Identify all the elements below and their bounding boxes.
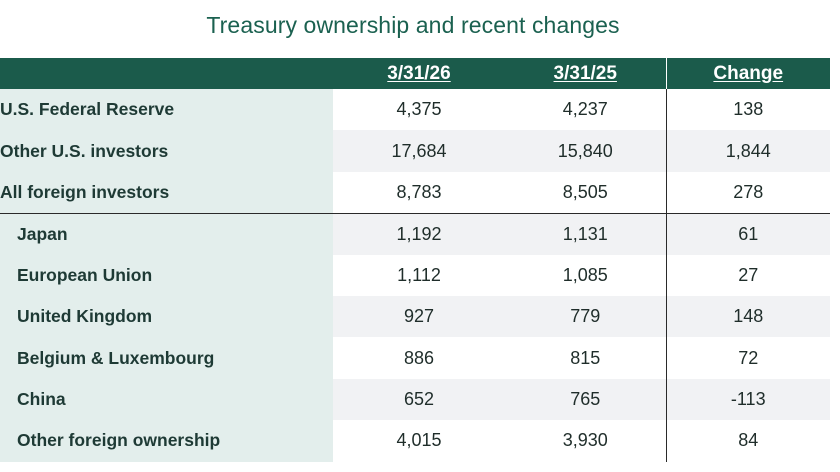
row-label: U.S. Federal Reserve [0, 89, 333, 131]
header-label-column [0, 58, 333, 89]
table-row: United Kingdom 927 779 148 [0, 295, 830, 338]
table-row: Japan 1,192 1,131 61 [0, 212, 830, 255]
value-3-31-26: 652 [333, 378, 505, 421]
row-label: United Kingdom [0, 295, 333, 338]
row-label: China [0, 378, 333, 421]
header-change: Change [665, 58, 830, 89]
value-change: 1,844 [665, 130, 830, 172]
value-3-31-26: 4,375 [333, 89, 505, 131]
table-row: Other U.S. investors 17,684 15,840 1,844 [0, 130, 830, 172]
header-3-31-25: 3/31/25 [553, 62, 617, 84]
table-row: European Union 1,112 1,085 27 [0, 254, 830, 296]
value-3-31-25: 1,131 [505, 212, 666, 255]
value-3-31-26: 17,684 [333, 130, 505, 172]
row-label: All foreign investors [0, 171, 333, 214]
value-change: 84 [665, 420, 830, 462]
value-3-31-26: 927 [333, 295, 505, 338]
value-3-31-25: 1,085 [505, 254, 666, 296]
row-label: Other foreign ownership [0, 420, 333, 462]
value-change: 27 [665, 254, 830, 296]
table-header-row: 3/31/26 3/31/25 Change [0, 58, 830, 89]
value-3-31-25: 779 [505, 295, 666, 338]
value-3-31-25: 8,505 [505, 171, 666, 214]
value-3-31-25: 815 [505, 337, 666, 379]
value-change: -113 [665, 378, 830, 421]
value-3-31-25: 15,840 [505, 130, 666, 172]
value-change: 138 [665, 89, 830, 131]
value-3-31-26: 8,783 [333, 171, 505, 214]
value-3-31-26: 4,015 [333, 420, 505, 462]
value-change: 148 [665, 295, 830, 338]
header-3-31-26: 3/31/26 [387, 62, 451, 84]
row-label: Other U.S. investors [0, 130, 333, 172]
value-change: 61 [665, 212, 830, 255]
row-label: European Union [0, 254, 333, 296]
table-row: China 652 765 -113 [0, 378, 830, 421]
table-row: Other foreign ownership 4,015 3,930 84 [0, 420, 830, 462]
row-label: Belgium & Luxembourg [0, 337, 333, 379]
row-label: Japan [0, 212, 333, 255]
value-3-31-25: 4,237 [505, 89, 666, 131]
table-row: All foreign investors 8,783 8,505 278 [0, 171, 830, 214]
value-3-31-25: 3,930 [505, 420, 666, 462]
value-change: 72 [665, 337, 830, 379]
value-3-31-26: 886 [333, 337, 505, 379]
value-3-31-26: 1,112 [333, 254, 505, 296]
treasury-ownership-table: 3/31/26 3/31/25 Change U.S. Federal Rese… [0, 58, 830, 462]
value-change: 278 [665, 171, 830, 214]
table-title: Treasury ownership and recent changes [206, 12, 620, 38]
value-3-31-26: 1,192 [333, 212, 505, 255]
table-row: Belgium & Luxembourg 886 815 72 [0, 337, 830, 379]
table-row: U.S. Federal Reserve 4,375 4,237 138 [0, 89, 830, 131]
value-3-31-25: 765 [505, 378, 666, 421]
